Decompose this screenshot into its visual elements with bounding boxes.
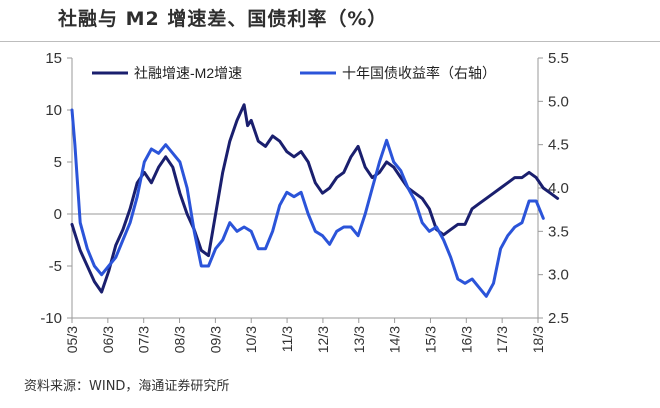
axes: 15 10 5 0 -5 -10 5.5 5.0 4.5 4.0 3.5 3.0 2.5 05/3 06/3…: [40, 50, 569, 353]
x-tick-label: 11/3: [279, 326, 295, 352]
left-tick-label: 0: [54, 206, 62, 223]
legend: 社融增速-M2增速 十年国债收益率（右轴）: [92, 65, 496, 81]
x-tick-label: 07/3: [136, 326, 152, 353]
source-note: 资料来源：WIND，海通证券研究所: [24, 379, 230, 394]
x-tick-label: 08/3: [172, 326, 188, 353]
series-line-10y-yield: [70, 108, 545, 298]
right-tick-label: 3.0: [548, 267, 569, 284]
left-tick-label: 5: [54, 154, 62, 171]
right-tick-label: 5.0: [548, 93, 569, 110]
x-tick-label: 06/3: [100, 326, 116, 353]
legend-label: 十年国债收益率（右轴）: [342, 65, 496, 81]
x-tick-label: 12/3: [315, 326, 331, 353]
series-line-tsf-minus-m2: [70, 103, 560, 294]
x-tick-label: 13/3: [351, 326, 367, 353]
legend-label: 社融增速-M2增速: [134, 65, 242, 81]
right-tick-label: 4.5: [548, 137, 569, 154]
right-tick-label: 5.5: [548, 50, 569, 67]
left-tick-label: -10: [40, 310, 62, 327]
x-tick-label: 14/3: [387, 326, 403, 353]
x-tick-label: 15/3: [422, 326, 438, 353]
right-tick-label: 2.5: [548, 310, 569, 327]
title-divider: [0, 41, 660, 42]
x-tick-label: 05/3: [64, 326, 80, 353]
chart-title: 社融与 M2 增速差、国债利率（%）: [58, 8, 388, 30]
left-tick-label: 10: [45, 102, 62, 119]
left-tick-label: 15: [45, 50, 62, 67]
right-tick-label: 4.0: [548, 180, 569, 197]
x-tick-label: 09/3: [207, 326, 223, 353]
x-tick-label: 10/3: [243, 326, 259, 353]
right-tick-label: 3.5: [548, 223, 569, 240]
left-tick-label: -5: [49, 258, 62, 275]
x-tick-label: 17/3: [494, 326, 510, 353]
x-tick-label: 16/3: [458, 326, 474, 353]
series-lines: [70, 103, 560, 298]
x-tick-label: 18/3: [530, 326, 546, 353]
